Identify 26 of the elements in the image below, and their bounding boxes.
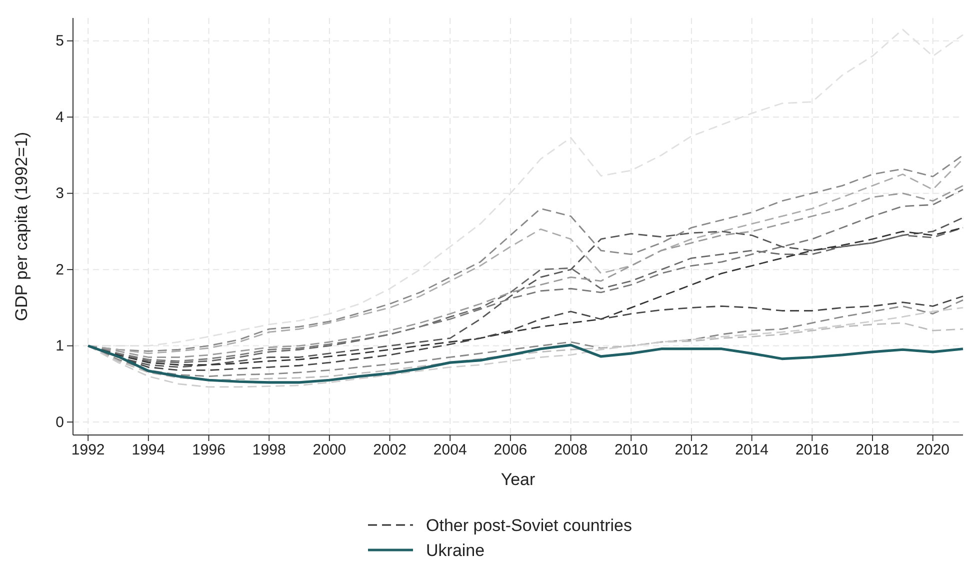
legend-label: Ukraine <box>426 541 485 560</box>
x-tick-label: 2000 <box>312 442 346 459</box>
x-tick-label: 2010 <box>614 442 648 459</box>
y-axis-title: GDP per capita (1992=1) <box>12 132 31 322</box>
line-series <box>86 344 964 384</box>
y-tick-label: 2 <box>56 261 64 278</box>
x-tick-label: 2002 <box>373 442 406 459</box>
x-tick-label: 1996 <box>192 442 226 459</box>
x-tick-label: 2018 <box>856 442 890 459</box>
y-tick-label: 4 <box>56 108 64 126</box>
x-tick-label: 2020 <box>916 442 950 459</box>
x-tick-label: 2006 <box>494 442 528 459</box>
y-tick-label: 1 <box>56 338 64 355</box>
y-tick-label: 5 <box>56 32 64 50</box>
x-tick-label: 1992 <box>71 442 105 459</box>
x-tick-label: 2012 <box>674 442 708 459</box>
x-tick-label: 2016 <box>795 442 829 459</box>
y-tick-label: 3 <box>56 185 64 202</box>
legend-label: Other post-Soviet countries <box>426 516 632 535</box>
x-tick-label: 1998 <box>252 442 286 459</box>
x-axis-title: Year <box>500 470 536 489</box>
y-tick-label: 0 <box>56 414 64 431</box>
x-tick-label: 2004 <box>433 442 467 459</box>
x-tick-label: 2008 <box>554 442 588 459</box>
x-tick-label: 1994 <box>132 442 166 459</box>
x-tick-label: 2014 <box>735 442 768 459</box>
